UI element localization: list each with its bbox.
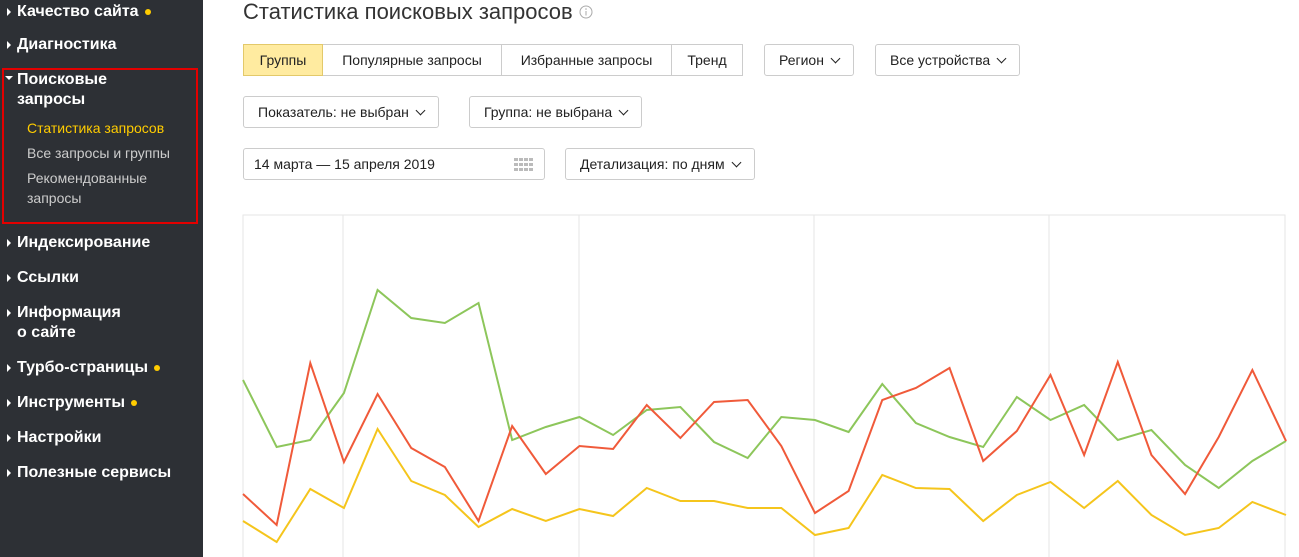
nav-label: Диагностика xyxy=(17,36,117,53)
chart-frame xyxy=(242,214,1286,557)
devices-select[interactable]: Все устройства xyxy=(875,44,1021,76)
label: Показатель: не выбран xyxy=(258,104,409,120)
series-line xyxy=(242,288,1287,490)
date-input[interactable]: 14 марта — 15 апреля 2019 xyxy=(243,148,545,180)
nav-item[interactable]: Информация о сайте xyxy=(17,303,121,343)
nav-label: Индексирование xyxy=(17,234,151,251)
detail-select[interactable]: Детализация: по дням xyxy=(565,148,755,180)
nav-item[interactable]: Инструменты xyxy=(17,393,138,413)
tab[interactable]: Избранные запросы xyxy=(501,44,672,76)
nav-item[interactable]: Диагностика xyxy=(17,35,117,55)
label: Регион xyxy=(779,52,824,68)
status-dot xyxy=(131,399,138,406)
status-dot xyxy=(144,8,151,15)
nav-item[interactable]: Ссылки xyxy=(17,268,79,288)
expand-arrow xyxy=(7,274,11,282)
series-line xyxy=(242,426,1287,544)
info-icon[interactable] xyxy=(579,5,593,19)
grid xyxy=(342,215,1050,557)
highlight-box xyxy=(2,68,198,224)
label: Все устройства xyxy=(890,52,991,68)
nav-subitem[interactable]: Все запросы и группы xyxy=(27,145,170,161)
nav-item[interactable]: Индексирование xyxy=(17,233,150,253)
expand-arrow xyxy=(7,399,11,407)
nav-label: Информация о сайте xyxy=(17,304,121,341)
nav-item[interactable]: Настройки xyxy=(17,428,101,448)
expand-arrow xyxy=(7,469,11,477)
series-line xyxy=(242,359,1287,527)
expand-arrow xyxy=(5,76,13,80)
expand-arrow xyxy=(7,309,11,317)
chart xyxy=(242,214,1287,557)
expand-arrow xyxy=(7,8,11,16)
nav-label: Настройки xyxy=(17,429,102,446)
calendar-icon xyxy=(514,158,533,171)
nav-item[interactable]: Турбо-страницы xyxy=(17,358,161,378)
page-title: Статистика поисковых запросов xyxy=(243,0,593,26)
nav-label: Полезные сервисы xyxy=(17,464,172,481)
expand-arrow xyxy=(7,41,11,49)
nav-item[interactable]: Полезные сервисы xyxy=(17,463,171,483)
nav-label: Ссылки xyxy=(17,269,79,286)
nav-item[interactable]: Качество сайта xyxy=(17,2,151,22)
nav-label: Поисковые запросы xyxy=(17,71,107,108)
expand-arrow xyxy=(7,364,11,372)
expand-arrow xyxy=(7,239,11,247)
tab[interactable]: Группы xyxy=(243,44,323,76)
tab[interactable]: Популярные запросы xyxy=(322,44,502,76)
expand-arrow xyxy=(7,434,11,442)
nav-subitem[interactable]: Рекомендованные запросы xyxy=(27,170,148,206)
nav-label: Качество сайта xyxy=(17,3,139,20)
status-dot xyxy=(154,364,161,371)
region-select[interactable]: Регион xyxy=(764,44,854,76)
label: Группа: не выбрана xyxy=(484,104,613,120)
nav-subitem[interactable]: Статистика запросов xyxy=(27,120,165,136)
sidebar: Качество сайта Диагностика Поисковые запро… xyxy=(0,0,203,557)
tab[interactable]: Тренд xyxy=(671,44,743,76)
nav-label: Инструменты xyxy=(17,394,126,411)
indicator-select[interactable]: Показатель: не выбран xyxy=(243,96,439,128)
label: 14 марта — 15 апреля 2019 xyxy=(254,156,435,172)
group-select[interactable]: Группа: не выбрана xyxy=(469,96,643,128)
nav-label: Турбо-страницы xyxy=(17,359,149,376)
nav-item[interactable]: Поисковые запросы xyxy=(17,70,107,110)
label: Детализация: по дням xyxy=(580,156,725,172)
title-text: Статистика поисковых запросов xyxy=(243,0,573,24)
